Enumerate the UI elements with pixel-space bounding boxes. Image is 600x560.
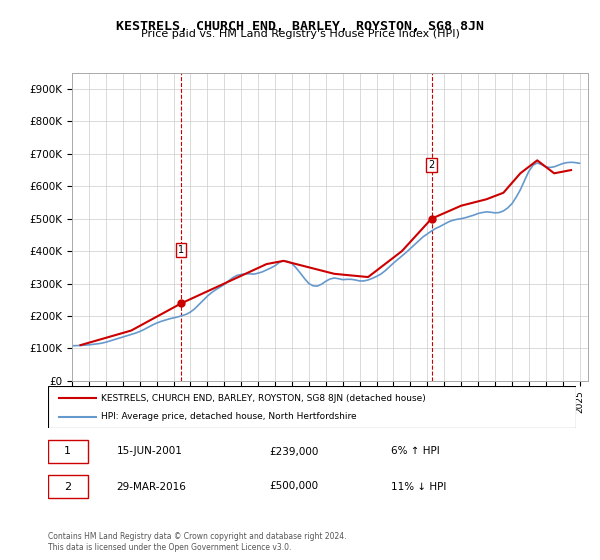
FancyBboxPatch shape [48,475,88,498]
Text: 15-JUN-2001: 15-JUN-2001 [116,446,182,456]
Text: KESTRELS, CHURCH END, BARLEY, ROYSTON, SG8 8JN (detached house): KESTRELS, CHURCH END, BARLEY, ROYSTON, S… [101,394,425,403]
Text: 11% ↓ HPI: 11% ↓ HPI [391,482,446,492]
Text: £239,000: £239,000 [270,446,319,456]
Text: Contains HM Land Registry data © Crown copyright and database right 2024.
This d: Contains HM Land Registry data © Crown c… [48,532,347,552]
Text: £500,000: £500,000 [270,482,319,492]
FancyBboxPatch shape [48,386,576,428]
FancyBboxPatch shape [48,440,88,463]
Text: 1: 1 [178,245,184,255]
Text: KESTRELS, CHURCH END, BARLEY, ROYSTON, SG8 8JN: KESTRELS, CHURCH END, BARLEY, ROYSTON, S… [116,20,484,32]
Text: 2: 2 [64,482,71,492]
Text: HPI: Average price, detached house, North Hertfordshire: HPI: Average price, detached house, Nort… [101,412,356,421]
Text: 1: 1 [64,446,71,456]
Text: 6% ↑ HPI: 6% ↑ HPI [391,446,440,456]
Text: 29-MAR-2016: 29-MAR-2016 [116,482,187,492]
Text: Price paid vs. HM Land Registry's House Price Index (HPI): Price paid vs. HM Land Registry's House … [140,29,460,39]
Text: 2: 2 [428,160,434,170]
